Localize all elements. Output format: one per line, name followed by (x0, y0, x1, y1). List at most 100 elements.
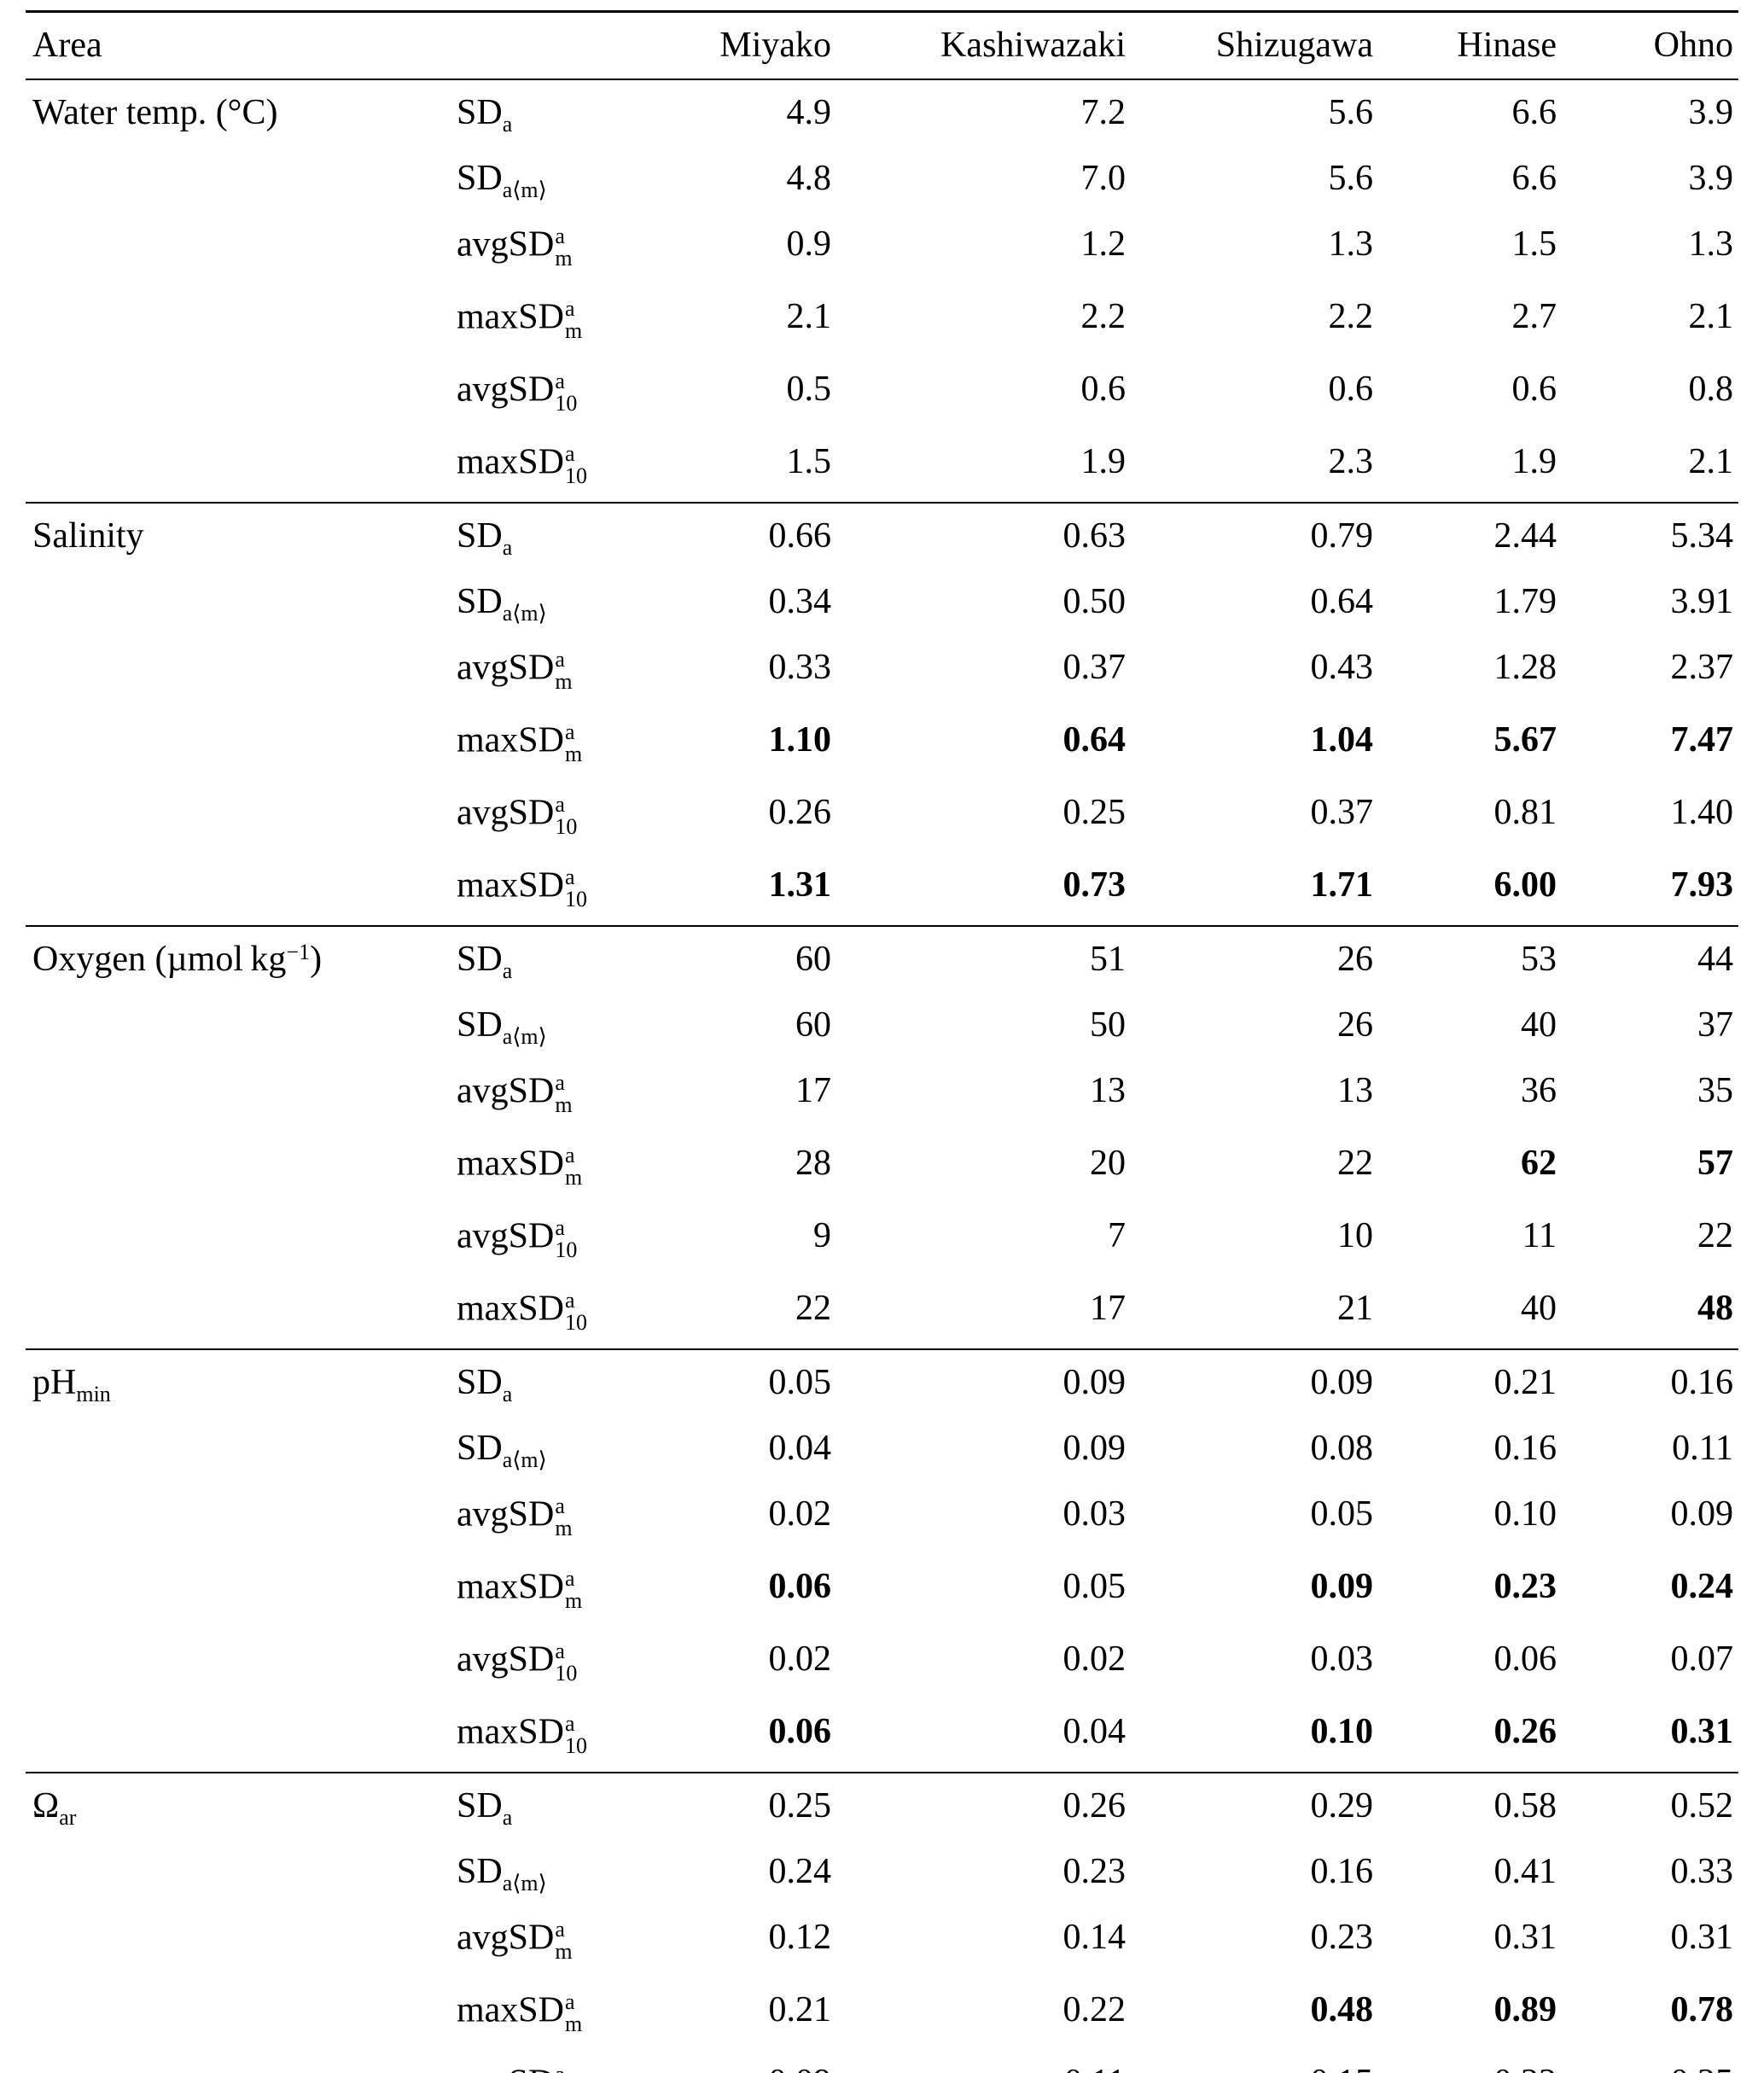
value-cell: 0.15 (1131, 2050, 1378, 2073)
table-row: SDa⟨m⟩ 60 50 26 40 37 (26, 993, 1738, 1058)
value-cell: 5.67 (1493, 720, 1557, 760)
table-row: maxSD a m 2.1 2.2 2.2 2.7 2.1 (26, 284, 1738, 357)
value-cell: 1.10 (768, 720, 832, 760)
value-cell: 0.16 (1310, 1852, 1374, 1891)
value-cell: 48 (1697, 1289, 1734, 1328)
value-cell: 0.23 (1062, 1852, 1127, 1891)
subscript: 10 (555, 1661, 578, 1686)
label-text: Ω (32, 1786, 60, 1826)
label-text: Oxygen (µmol kg (32, 940, 287, 979)
value-cell: 0.16 (1493, 1429, 1557, 1468)
stat-label: avgSD a m (457, 1482, 670, 1554)
value-cell: 40 (1521, 1289, 1557, 1328)
value-cell: 2.1 (786, 297, 832, 336)
label-text: ) (310, 940, 323, 979)
value-cell: 2.1 (1688, 297, 1734, 336)
value-cell: 60 (795, 1005, 832, 1045)
label-text: avgSD (457, 224, 555, 265)
value-cell: 2.2 (1080, 297, 1127, 336)
label-text: Salinity (32, 516, 144, 556)
section-salinity: Salinity SDa 0.66 0.63 0.79 2.44 5.34 SDa⟨m⟩ 0.3… (26, 503, 1739, 926)
value-cell: 2.1 (1688, 442, 1734, 481)
superscript: a (555, 369, 565, 393)
table-row: Ωar SDa 0.25 0.26 0.29 0.58 0.52 (26, 1773, 1738, 1839)
value-cell: 3.9 (1688, 93, 1734, 132)
value-cell: 6.6 (1511, 93, 1557, 132)
value-cell: 0.25 (1562, 2050, 1738, 2073)
subscript: a⟨m⟩ (502, 1871, 547, 1895)
value-cell: 0.31 (1670, 1712, 1734, 1751)
table-row: SDa⟨m⟩ 0.04 0.09 0.08 0.16 0.11 (26, 1416, 1738, 1482)
subscript: m (565, 1588, 583, 1613)
value-cell: 0.25 (768, 1786, 832, 1826)
value-cell: 0.37 (1310, 793, 1374, 832)
label-text: maxSD (457, 442, 564, 482)
value-cell: 26 (1337, 1005, 1374, 1045)
value-cell: 0.31 (1670, 1918, 1734, 1957)
value-cell: 0.14 (1062, 1918, 1127, 1957)
value-cell: 0.22 (1062, 1990, 1127, 2029)
subscript: a (502, 1382, 513, 1406)
value-cell: 6.00 (1493, 865, 1557, 905)
value-cell: 0.02 (1062, 1639, 1127, 1679)
table-row: SDa⟨m⟩ 0.24 0.23 0.16 0.41 0.33 (26, 1839, 1738, 1905)
label-text: maxSD (457, 1567, 564, 1607)
subscript: 10 (565, 1733, 587, 1758)
label-text: maxSD (457, 1289, 564, 1329)
stat-label: maxSD a m (457, 1554, 670, 1627)
value-cell: 50 (1090, 1005, 1127, 1045)
stat-label: maxSD a m (457, 1977, 670, 2050)
section-ph-min: pHmin SDa 0.05 0.09 0.09 0.21 0.16 SDa⟨m⟩ 0.04 0.… (26, 1349, 1739, 1773)
value-cell: 0.22 (1378, 2050, 1562, 2073)
label-text: avgSD (457, 648, 555, 688)
value-cell: 0.05 (768, 1363, 832, 1402)
label-text: SD (457, 159, 503, 198)
stat-label: SDa⟨m⟩ (457, 1416, 670, 1482)
subscript: m (555, 1516, 573, 1540)
value-cell: 0.08 (1310, 1429, 1374, 1468)
label-text: SD (457, 940, 503, 979)
value-cell: 21 (1337, 1289, 1374, 1328)
parameter-label: pHmin (26, 1349, 457, 1773)
value-cell: 2.44 (1493, 516, 1557, 556)
label-text: SD (457, 516, 503, 556)
table-row: avgSD a 10 0.26 0.25 0.37 0.81 1.40 (26, 780, 1738, 853)
value-cell: 17 (1090, 1289, 1127, 1328)
value-cell: 0.11 (836, 2050, 1131, 2073)
value-cell: 5.34 (1670, 516, 1734, 556)
stat-label: maxSD a m (457, 1131, 670, 1203)
value-cell: 0.6 (1080, 370, 1127, 409)
superscript: a (565, 719, 575, 744)
stat-label: maxSD a m (457, 284, 670, 357)
superscript: a (565, 1989, 575, 2014)
column-header: Shizugawa (1215, 26, 1374, 65)
value-cell: 17 (795, 1071, 832, 1110)
value-cell: 1.40 (1670, 793, 1734, 832)
subscript: m (555, 246, 573, 271)
value-cell: 11 (1522, 1216, 1557, 1255)
label-text: SD (457, 93, 503, 132)
value-cell: 0.23 (1493, 1567, 1557, 1606)
value-cell: 4.9 (786, 93, 832, 132)
subscript: a (502, 1805, 513, 1830)
value-cell: 0.12 (768, 1918, 832, 1957)
label-text: SD (457, 582, 503, 621)
table-row: avgSD a m 17 13 13 36 35 (26, 1058, 1738, 1131)
stat-label: avgSD a m (457, 1058, 670, 1131)
subscript: ar (59, 1805, 77, 1830)
label-text: SD (457, 1363, 503, 1402)
value-cell: 0.09 (1062, 1363, 1127, 1402)
table-row: avgSD a 10 9 7 10 11 22 (26, 1203, 1738, 1276)
parameter-label: Ωar (26, 1773, 457, 2073)
superscript: a (555, 647, 565, 672)
value-cell: 6.6 (1511, 159, 1557, 198)
